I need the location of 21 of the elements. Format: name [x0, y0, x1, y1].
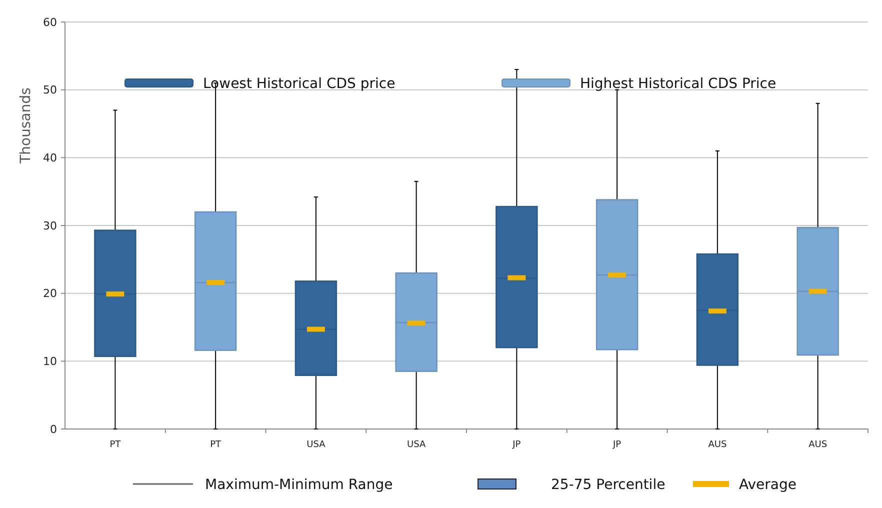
- x-tick-label: USA: [407, 440, 426, 450]
- text: 25-75 Percentile: [551, 476, 666, 493]
- y-tick-label: 30: [43, 219, 57, 232]
- y-axis-title: Thousands: [18, 88, 34, 164]
- legend-label: Lowest Historical CDS price: [203, 76, 396, 92]
- text: Maximum-Minimum Range: [205, 476, 393, 493]
- x-tick-label: JP: [512, 440, 522, 450]
- x-tick-label: USA: [306, 440, 326, 450]
- legend-label: Highest Historical CDS Price: [580, 76, 776, 92]
- x-tick-label: JP: [612, 440, 622, 450]
- y-tick-label: 40: [43, 152, 57, 165]
- y-tick-label: 20: [43, 287, 57, 300]
- y-tick-label: 50: [43, 84, 57, 97]
- x-tick-label: AUS: [708, 440, 727, 450]
- x-tick-label: PT: [110, 440, 122, 450]
- y-tick-label: 60: [43, 16, 57, 29]
- y-tick-label: 10: [43, 355, 57, 368]
- y-tick-label: 0: [50, 422, 57, 436]
- text: Average: [739, 476, 796, 493]
- x-tick-label: AUS: [808, 440, 828, 450]
- x-tick-label: PT: [210, 440, 222, 450]
